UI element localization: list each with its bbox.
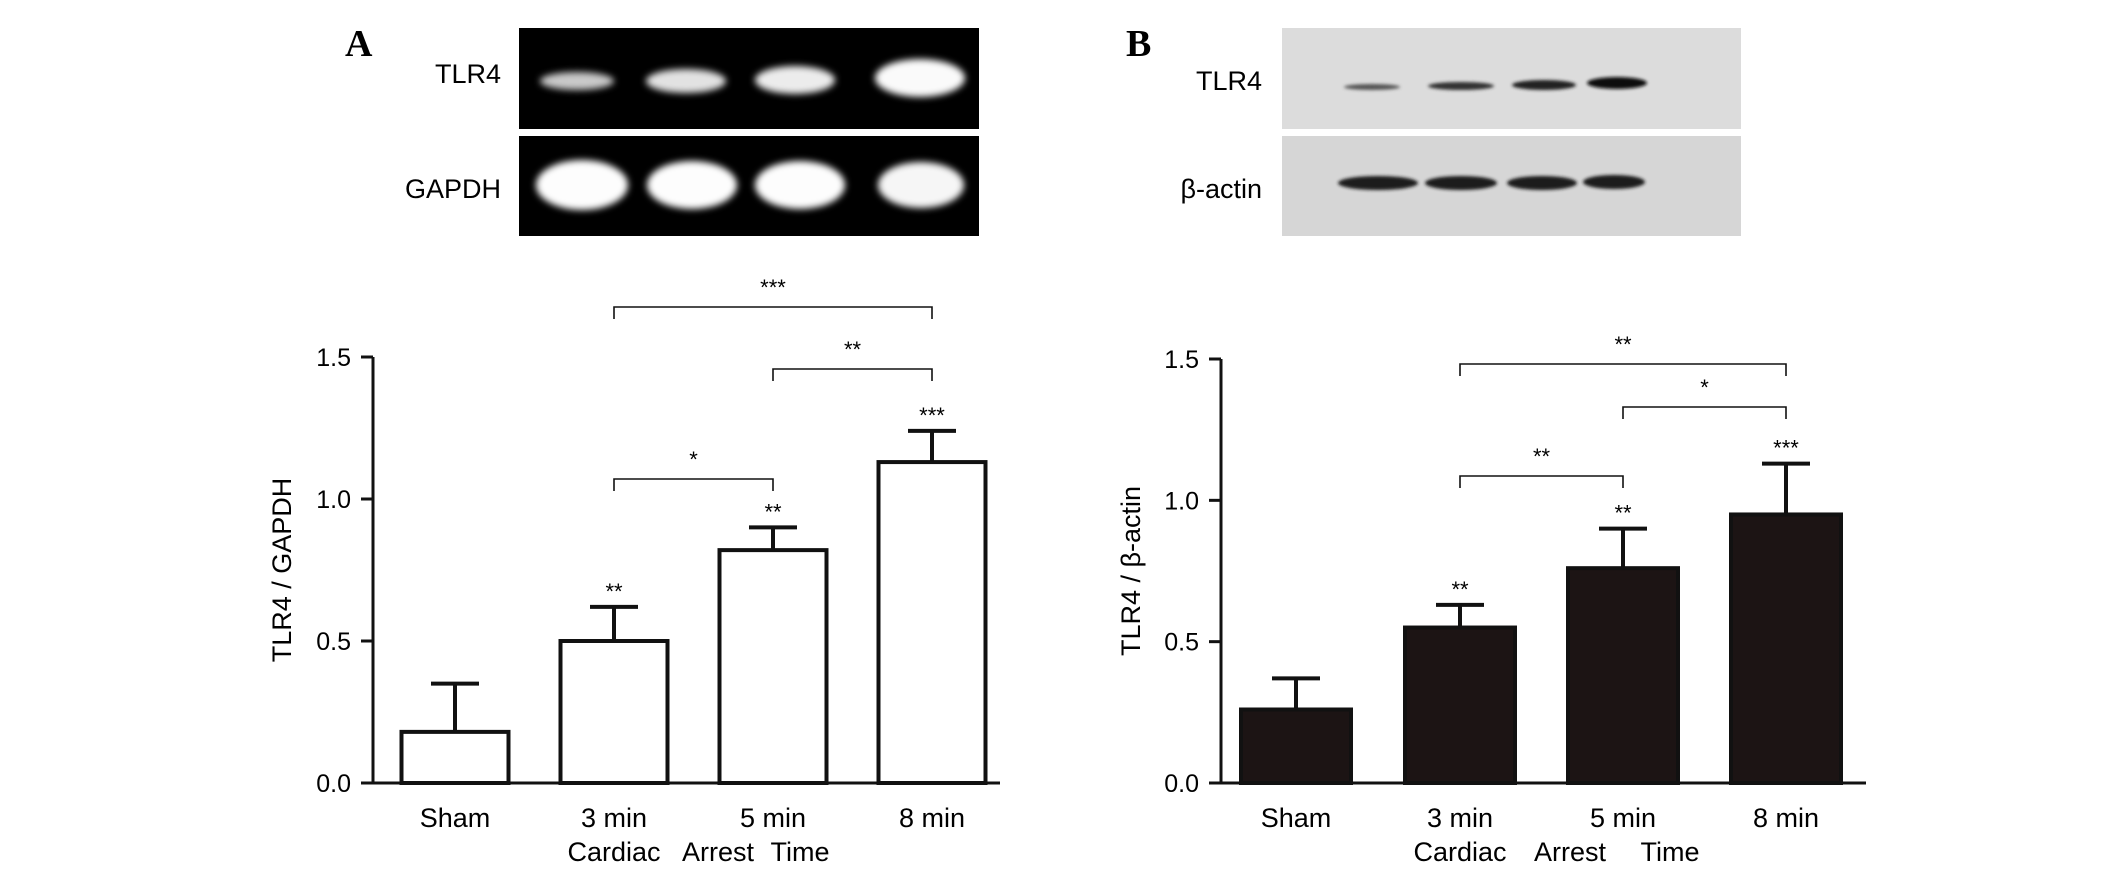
blot-b-band	[1338, 176, 1418, 190]
blot-b-row-top	[1282, 28, 1741, 129]
gel-a-band	[647, 161, 737, 209]
y-tick-label: 1.0	[316, 486, 351, 514]
gel-a-band	[875, 59, 965, 97]
bracket-label: **	[844, 337, 862, 362]
significance-bracket	[1459, 475, 1624, 488]
bar	[1729, 512, 1843, 785]
x-tick-label: 5 min	[1590, 803, 1656, 833]
bar	[717, 548, 829, 785]
bar	[558, 639, 670, 785]
bracket-label: ***	[760, 275, 786, 300]
blot-b-band	[1587, 77, 1647, 89]
bar	[1239, 707, 1353, 785]
x-tick-label: Sham	[420, 803, 491, 833]
significance-mark: ***	[1773, 436, 1799, 461]
x-tick-label: 5 min	[740, 803, 806, 833]
gel-a-label-tlr4: TLR4	[435, 59, 501, 89]
gel-image-a	[519, 28, 979, 236]
significance-bracket	[1459, 363, 1787, 376]
gel-a-band	[540, 72, 614, 90]
x-tick-label: 3 min	[581, 803, 647, 833]
y-tick-label: 0.0	[316, 770, 351, 798]
bracket-label: **	[1533, 444, 1551, 469]
significance-mark: **	[1451, 577, 1469, 602]
x-tick-label: 8 min	[1753, 803, 1819, 833]
bracket-label: *	[1700, 375, 1709, 400]
gel-a-band	[646, 69, 726, 93]
x-axis-caption-word: Cardiac	[1413, 837, 1506, 867]
x-tick-label: 8 min	[899, 803, 965, 833]
significance-bracket	[772, 368, 933, 381]
significance-bracket	[613, 478, 774, 491]
blot-b-band	[1344, 84, 1400, 90]
gel-a-label-gapdh: GAPDH	[405, 174, 501, 204]
bar	[876, 460, 988, 785]
blot-b-band	[1507, 176, 1577, 190]
bracket-label: **	[1614, 332, 1632, 357]
blot-b-band	[1428, 82, 1494, 90]
blot-b-label-actin: β-actin	[1180, 174, 1262, 204]
bar	[1566, 566, 1680, 785]
bracket-label: *	[689, 447, 698, 472]
gel-a-band	[878, 162, 964, 208]
x-axis-caption-word: Cardiac	[567, 837, 660, 867]
bar-chart-b: 0.0 0.5 1.0 1.5 TLR4 / β-actin Sham ** 3 min ** 5…	[1116, 332, 1866, 867]
blot-b-label-tlr4: TLR4	[1196, 66, 1262, 96]
significance-mark: **	[1614, 501, 1632, 526]
gel-a-band	[755, 161, 845, 209]
significance-bracket	[613, 306, 933, 319]
gel-a-band	[536, 160, 628, 210]
y-tick-label: 1.5	[316, 344, 351, 372]
x-tick-label: Sham	[1261, 803, 1332, 833]
panel-letter-b: B	[1126, 23, 1151, 65]
bar-chart-a: 0.0 0.5 1.0 1.5 TLR4 / GAPDH Sham ** 3 min ** 5 m…	[267, 275, 1000, 867]
gel-a-band	[755, 66, 835, 94]
significance-mark: ***	[919, 403, 945, 428]
panel-letter-a: A	[345, 23, 373, 65]
y-tick-label: 0.5	[1164, 629, 1199, 657]
blot-b-band	[1512, 80, 1576, 90]
x-axis-caption-word: Arrest	[1534, 837, 1607, 867]
y-tick-label: 0.0	[1164, 770, 1199, 798]
significance-bracket	[1622, 406, 1787, 419]
x-axis-caption-word: Time	[771, 837, 830, 867]
x-tick-label: 3 min	[1427, 803, 1493, 833]
significance-mark: **	[605, 579, 623, 604]
x-axis-caption-word: Time	[1641, 837, 1700, 867]
y-tick-label: 0.5	[316, 628, 351, 656]
y-axis-title: TLR4 / GAPDH	[267, 478, 297, 663]
y-tick-label: 1.5	[1164, 346, 1199, 374]
significance-mark: **	[764, 499, 782, 524]
y-axis-title: TLR4 / β-actin	[1116, 486, 1146, 656]
bar	[1403, 625, 1517, 785]
y-tick-label: 1.0	[1164, 487, 1199, 515]
bar	[399, 729, 511, 786]
blot-b-band	[1583, 175, 1645, 189]
blot-image-b	[1282, 28, 1741, 236]
blot-b-band	[1425, 176, 1497, 190]
x-axis-caption-word: Arrest	[682, 837, 755, 867]
